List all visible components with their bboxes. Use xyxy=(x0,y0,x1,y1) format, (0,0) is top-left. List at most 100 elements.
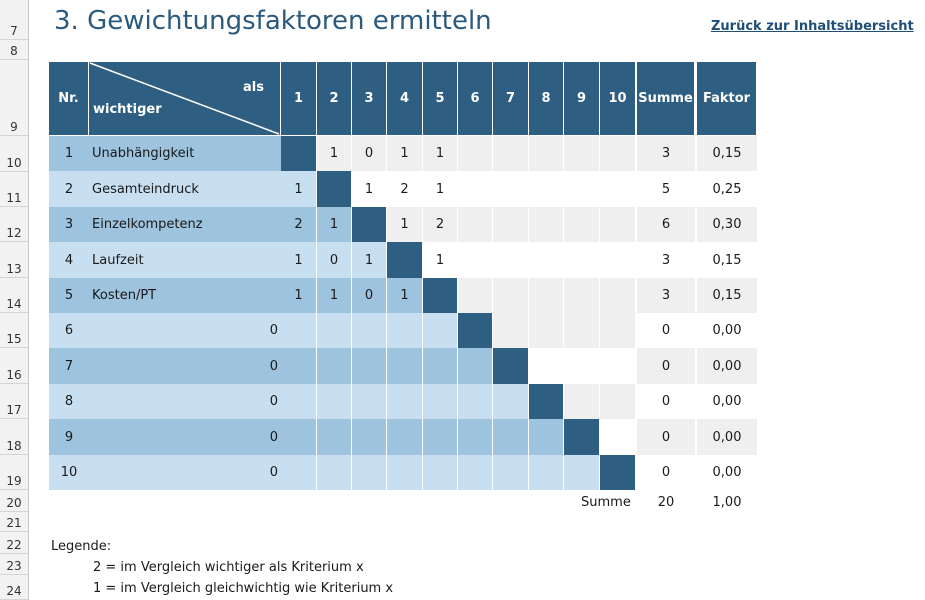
row-number: 10 xyxy=(0,136,28,172)
comparison-cell xyxy=(600,348,636,384)
row-number: 17 xyxy=(0,384,28,419)
header-col-3: 3 xyxy=(352,62,387,135)
row-number: 12 xyxy=(0,207,28,242)
comparison-cell: 0 xyxy=(352,136,387,171)
comparison-cell xyxy=(564,242,600,278)
comparison-cell: 1 xyxy=(281,242,317,278)
comparison-cell xyxy=(317,419,352,455)
header-col-9: 9 xyxy=(564,62,600,135)
comparison-cell xyxy=(458,348,493,384)
row-summe: 3 xyxy=(637,242,695,278)
comparison-cell xyxy=(529,207,564,242)
comparison-cell xyxy=(600,171,636,207)
comparison-cell xyxy=(387,384,423,419)
row-label: Kosten/PT xyxy=(89,278,281,313)
comparison-cell: 1 xyxy=(423,242,458,278)
comparison-cell xyxy=(458,242,493,278)
comparison-cell xyxy=(352,313,387,348)
row-faktor: 0,15 xyxy=(697,242,757,278)
header-faktor: Faktor xyxy=(697,62,757,135)
comparison-cell xyxy=(600,207,636,242)
row-number: 16 xyxy=(0,348,28,384)
comparison-cell: 1 xyxy=(423,136,458,171)
row-number: 11 xyxy=(0,172,28,207)
row-faktor: 0,15 xyxy=(697,136,757,171)
comparison-cell xyxy=(493,384,529,419)
comparison-cell: 1 xyxy=(317,278,352,313)
back-to-overview-link[interactable]: Zurück zur Inhaltsübersicht xyxy=(711,19,914,34)
row-nr: 7 xyxy=(49,348,89,384)
comparison-cell: 0 xyxy=(317,242,352,278)
row-label: Einzelkompetenz xyxy=(89,207,281,242)
row-faktor: 0,00 xyxy=(697,313,757,348)
row-nr: 2 xyxy=(49,171,89,207)
comparison-cell xyxy=(317,313,352,348)
row-number: 9 xyxy=(0,60,28,136)
row-nr: 4 xyxy=(49,242,89,278)
row-faktor: 0,00 xyxy=(697,419,757,455)
comparison-cell xyxy=(529,136,564,171)
comparison-cell xyxy=(317,384,352,419)
row-label: 0 xyxy=(89,455,281,490)
comparison-cell: 2 xyxy=(423,207,458,242)
comparison-cell: 1 xyxy=(317,136,352,171)
comparison-cell xyxy=(600,419,636,455)
totals-summe: 20 xyxy=(657,495,675,510)
row-faktor: 0,00 xyxy=(697,455,757,490)
header-corner: als wichtiger xyxy=(89,62,281,135)
comparison-cell xyxy=(458,419,493,455)
row-faktor: 0,00 xyxy=(697,384,757,419)
row-number: 7 xyxy=(0,0,28,40)
comparison-cell: 1 xyxy=(423,171,458,207)
comparison-cell xyxy=(387,455,423,490)
comparison-cell xyxy=(317,348,352,384)
legend-line-2: 1 = im Vergleich gleichwichtig wie Krite… xyxy=(93,581,394,596)
row-label: Laufzeit xyxy=(89,242,281,278)
row-number: 8 xyxy=(0,40,28,60)
comparison-cell xyxy=(493,455,529,490)
row-nr: 1 xyxy=(49,136,89,171)
comparison-cell xyxy=(458,384,493,419)
row-number: 20 xyxy=(0,490,28,512)
comparison-cell xyxy=(458,278,493,313)
row-label: Unabhängigkeit xyxy=(89,136,281,171)
comparison-cell xyxy=(458,136,493,171)
comparison-cell: 1 xyxy=(387,136,423,171)
row-nr: 10 xyxy=(49,455,89,490)
comparison-cell xyxy=(529,348,564,384)
row-number: 21 xyxy=(0,512,28,532)
comparison-cell xyxy=(281,313,317,348)
comparison-cell xyxy=(352,384,387,419)
comparison-cell xyxy=(423,313,458,348)
comparison-cell xyxy=(458,171,493,207)
diagonal-cell xyxy=(564,419,600,455)
comparison-cell xyxy=(564,278,600,313)
comparison-cell: 2 xyxy=(387,171,423,207)
row-label: 0 xyxy=(89,419,281,455)
row-label: 0 xyxy=(89,313,281,348)
header-col-8: 8 xyxy=(529,62,564,135)
comparison-cell xyxy=(600,136,636,171)
row-summe: 0 xyxy=(637,348,695,384)
comparison-cell xyxy=(458,207,493,242)
comparison-cell xyxy=(493,242,529,278)
row-label: Gesamteindruck xyxy=(89,171,281,207)
comparison-cell xyxy=(281,384,317,419)
row-summe: 3 xyxy=(637,278,695,313)
comparison-cell xyxy=(493,278,529,313)
diagonal-cell xyxy=(600,455,636,490)
row-summe: 0 xyxy=(637,384,695,419)
comparison-cell xyxy=(317,455,352,490)
comparison-cell xyxy=(352,419,387,455)
comparison-cell xyxy=(387,419,423,455)
row-nr: 5 xyxy=(49,278,89,313)
comparison-cell xyxy=(600,278,636,313)
comparison-cell: 1 xyxy=(281,171,317,207)
diagonal-cell xyxy=(493,348,529,384)
comparison-cell xyxy=(493,207,529,242)
totals-faktor: 1,00 xyxy=(712,495,742,510)
comparison-cell xyxy=(493,136,529,171)
comparison-cell xyxy=(423,348,458,384)
row-number: 19 xyxy=(0,455,28,490)
row-number: 13 xyxy=(0,242,28,278)
